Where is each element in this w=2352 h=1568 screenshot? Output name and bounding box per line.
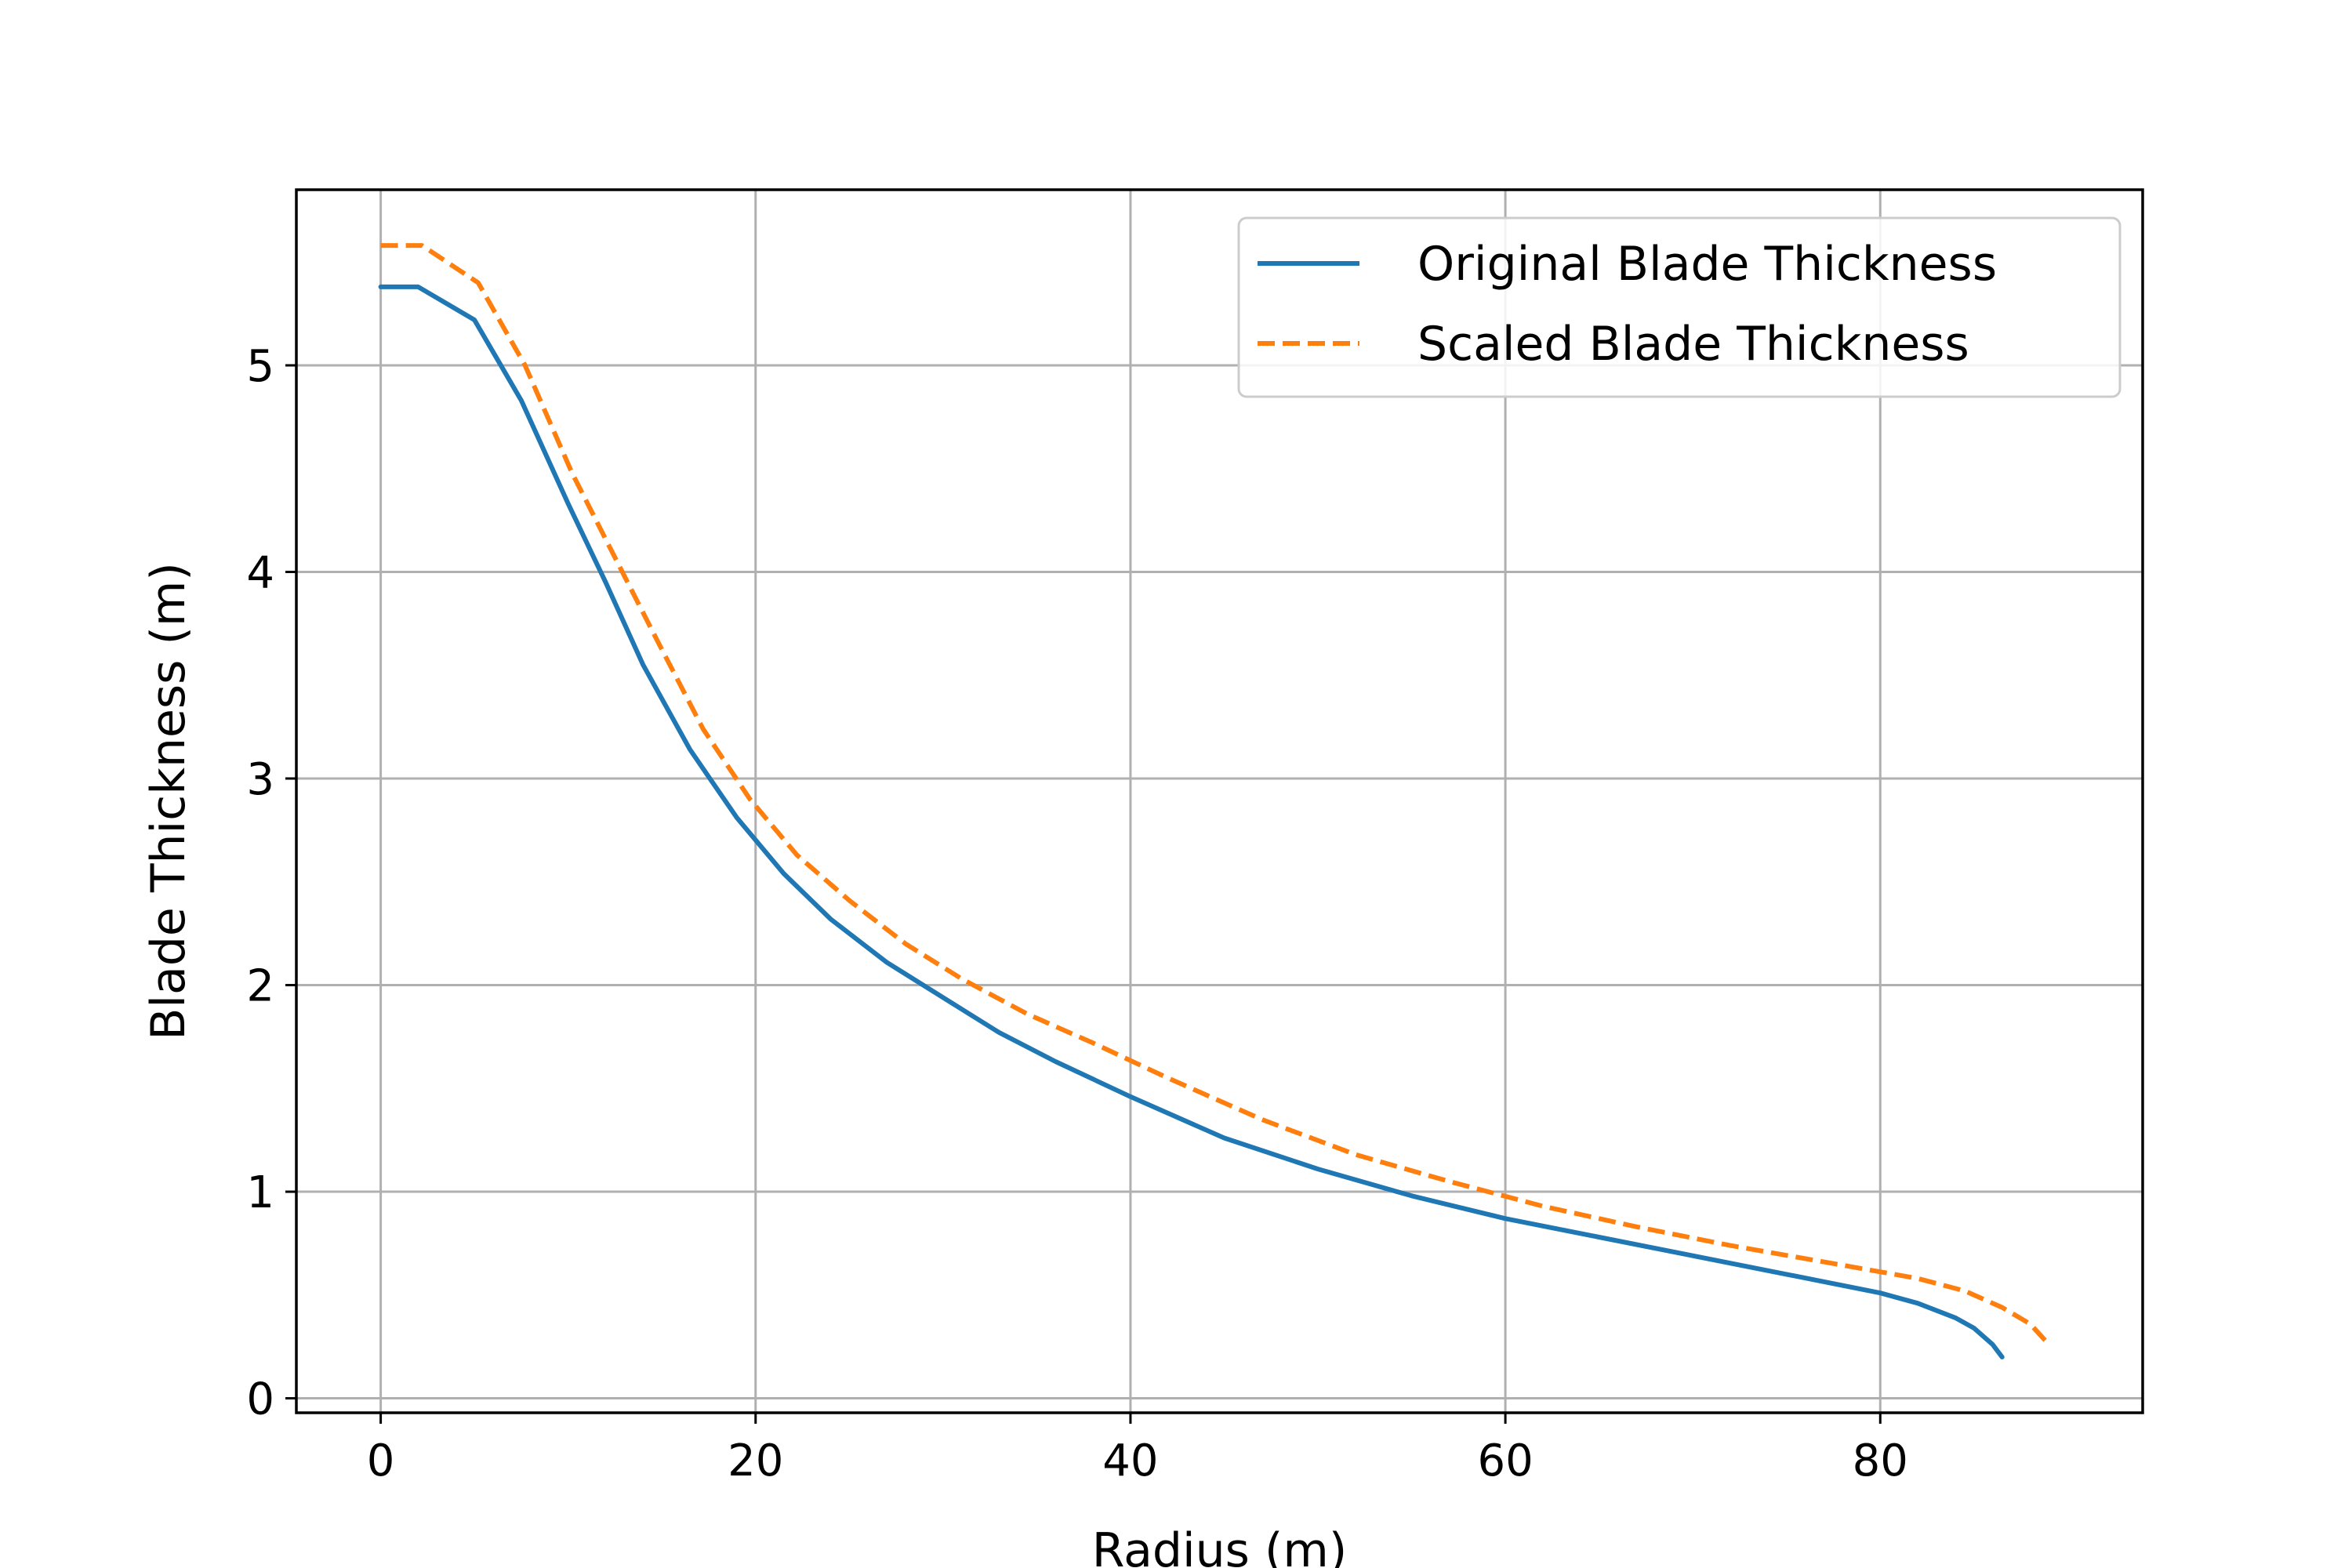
y-tick-label: 0 <box>246 1374 274 1425</box>
legend-label-1: Original Blade Thickness <box>1417 237 1997 292</box>
legend-label-2: Scaled Blade Thickness <box>1417 317 1969 372</box>
y-tick-label: 5 <box>246 341 274 392</box>
y-tick-label: 2 <box>246 961 274 1012</box>
x-tick-label: 0 <box>367 1436 395 1486</box>
x-tick-label: 80 <box>1853 1436 1908 1486</box>
y-tick-label: 4 <box>246 548 274 599</box>
y-tick-label: 1 <box>246 1167 274 1218</box>
y-tick-label: 3 <box>246 754 274 805</box>
x-tick-label: 20 <box>728 1436 783 1486</box>
plot-frame <box>295 188 2144 1414</box>
x-axis-label: Radius (m) <box>1092 1523 1348 1568</box>
series-line-1 <box>378 284 2005 1359</box>
y-axis-label: Blade Thickness (m) <box>141 562 196 1040</box>
axis-ticks: 0 20 40 60 80 0 1 2 3 4 5 <box>246 341 1908 1486</box>
series-line-2 <box>380 243 2051 1347</box>
x-tick-label: 40 <box>1102 1436 1158 1486</box>
legend: Original Blade Thickness Scaled Blade Thi… <box>1237 216 2122 398</box>
legend-box <box>1237 216 2122 398</box>
x-tick-label: 60 <box>1477 1436 1533 1486</box>
series-layer <box>378 243 2051 1359</box>
